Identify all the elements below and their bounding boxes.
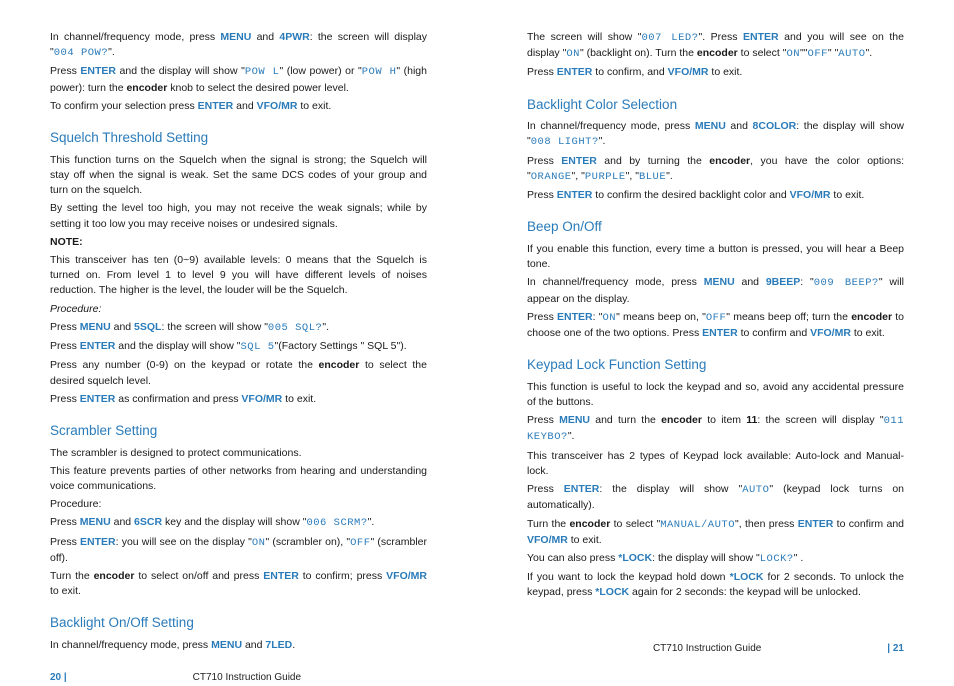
backlight-color-heading: Backlight Color Selection [527,95,904,115]
backlight-onoff-heading: Backlight On/Off Setting [50,613,427,633]
para: Press MENU and turn the encoder to item … [527,413,904,445]
page-number-left: 20 | [50,671,67,686]
para: Procedure: [50,497,427,512]
para: To confirm your selection press ENTER an… [50,99,427,114]
keypad-lock-heading: Keypad Lock Function Setting [527,355,904,375]
para: This function is useful to lock the keyp… [527,380,904,410]
para: Press MENU and 5SQL: the screen will sho… [50,320,427,336]
para: Press ENTER to confirm, and VFO/MR to ex… [527,65,904,80]
right-page: The screen will show "007 LED?". Press E… [477,30,954,656]
footer-guide: CT710 Instruction Guide [527,642,887,657]
para: The screen will show "007 LED?". Press E… [527,30,904,62]
para: Turn the encoder to select "MANUAL/AUTO"… [527,517,904,548]
footer-guide: CT710 Instruction Guide [67,671,427,686]
para: Press ENTER: you will see on the display… [50,535,427,566]
para: Press ENTER and by turning the encoder, … [527,154,904,185]
para: Press MENU and 6SCR key and the display … [50,515,427,531]
squelch-heading: Squelch Threshold Setting [50,128,427,148]
right-content: The screen will show "007 LED?". Press E… [527,30,904,627]
scrambler-heading: Scrambler Setting [50,421,427,441]
para: Press ENTER: the display will show "AUTO… [527,482,904,513]
para: If you enable this function, every time … [527,242,904,272]
left-page: In channel/frequency mode, press MENU an… [0,30,477,656]
left-content: In channel/frequency mode, press MENU an… [50,30,427,656]
para: This transceiver has ten (0~9) available… [50,253,427,299]
para: Turn the encoder to select on/off and pr… [50,569,427,599]
para: By setting the level too high, you may n… [50,201,427,231]
para: In channel/frequency mode, press MENU an… [527,119,904,150]
para: Press ENTER to confirm the desired backl… [527,188,904,203]
para: You can also press *LOCK: the display wi… [527,551,904,567]
para: Press any number (0-9) on the keypad or … [50,358,427,388]
para: In channel/frequency mode, press MENU an… [50,638,427,653]
para: Press ENTER and the display will show "S… [50,339,427,355]
para: Press ENTER and the display will show "P… [50,64,427,95]
note-label: NOTE: [50,235,427,250]
para: If you want to lock the keypad hold down… [527,570,904,600]
page-number-right: | 21 [887,642,904,657]
para: This transceiver has 2 types of Keypad l… [527,449,904,479]
para: This function turns on the Squelch when … [50,153,427,199]
right-footer: CT710 Instruction Guide | 21 [527,642,904,657]
para: In channel/frequency mode, press MENU an… [527,275,904,306]
para: In channel/frequency mode, press MENU an… [50,30,427,61]
para: The scrambler is designed to protect com… [50,446,427,461]
para: This feature prevents parties of other n… [50,464,427,494]
para: Press ENTER: "ON" means beep on, "OFF" m… [527,310,904,341]
para: Press ENTER as confirmation and press VF… [50,392,427,407]
left-footer: 20 | CT710 Instruction Guide [50,671,427,686]
procedure-label: Procedure: [50,302,427,317]
beep-heading: Beep On/Off [527,217,904,237]
